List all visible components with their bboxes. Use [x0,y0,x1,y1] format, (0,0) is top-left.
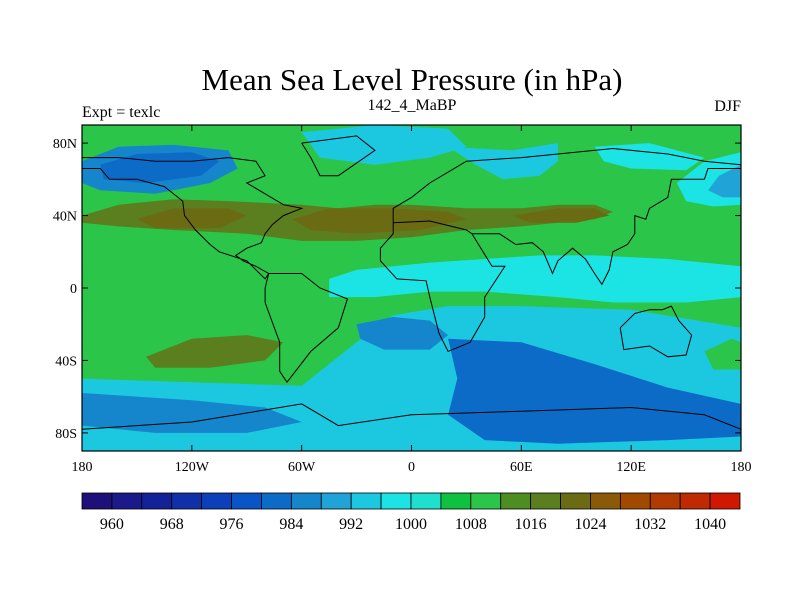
x-tick-label: 180 [72,460,93,475]
colorbar-box [350,492,382,510]
colorbar-box [171,492,203,510]
field-region-north-atlantic-low [301,125,467,165]
colorbar-label: 960 [100,516,124,533]
colorbar-label: 976 [220,516,244,533]
x-tick-label: 60W [288,460,316,475]
y-tick-label: 40S [55,354,77,369]
colorbar-label: 1032 [634,516,666,533]
x-tick-label: 60E [510,460,533,475]
coastline-north-america [82,157,304,280]
colorbar-box [560,492,591,510]
colorbar-label: 984 [279,516,303,533]
colorbar: 960 968 976 984 992 1000 1008 1016 1024 1032 1040 [81,492,741,533]
field-region-asia-high-core [512,208,610,223]
colorbar-box [590,492,621,510]
coastline-antarctica [82,403,741,430]
colorbar-box [679,492,711,510]
colorbar-label: 1016 [515,516,547,533]
y-tick-label: 40N [53,210,77,225]
center-subtitle: 142_4_MaBP [368,97,457,114]
colorbar-label: 1040 [694,516,726,533]
field-region-east-pacific-low-core [708,164,741,198]
colorbar-box [380,492,412,510]
field-region-southern-ocean-low [82,393,302,433]
colorbar-box [231,492,262,510]
colorbar-box [320,492,352,510]
chart-title: Mean Sea Level Pressure (in hPa) [202,62,623,97]
coastlines [82,135,741,430]
coastline-europe-africa [379,220,506,353]
left-subtitle: Expt = texlc [82,104,160,121]
colorbar-box [440,492,472,510]
colorbar-box [500,492,532,510]
field-region-atlantic-asia-high-core [292,208,467,234]
colorbar-box [141,492,173,510]
colorbar-box [290,492,322,510]
colorbar-box [111,492,143,510]
coastline-south-america [264,273,349,384]
field-region-arctic-cyan [448,143,558,180]
x-tick-label: 180 [731,460,752,475]
field-region-antarctic-low-indian [448,338,741,444]
colorbar-label: 1000 [395,516,427,533]
colorbar-box [649,492,681,510]
colorbar-box [709,492,741,510]
field-region-pacific-high-core [136,208,247,229]
y-tick-label: 80S [55,427,77,442]
field-region-africa-s-low [356,317,449,350]
x-tick-label: 120W [175,460,210,475]
colorbar-box [261,492,292,510]
field-region-south-pacific-high [146,335,284,368]
field-region-tropics-cyan-africa [329,255,741,303]
x-tick-label: 120E [616,460,646,475]
colorbar-label: 1024 [574,516,606,533]
pressure-field [82,125,741,451]
colorbar-box [201,492,232,510]
colorbar-label: 1008 [455,516,487,533]
x-tick-label: 0 [408,460,415,475]
axes: 180 120W 60W 0 60E 120E 180 80N 40N 0 40S 80S [53,125,752,475]
y-tick-label: 80N [53,137,77,152]
coastline-australia [619,305,693,358]
colorbar-box [619,492,651,510]
right-subtitle: DJF [714,98,741,115]
colorbar-label: 992 [339,516,363,533]
coastline-greenland [301,135,376,177]
field-region-north-pacific-low-core [100,152,220,183]
coastline-eurasia-north [392,147,741,223]
colorbar-box [470,492,502,510]
coastline-asia-south [471,168,741,286]
colorbar-box [81,492,113,510]
colorbar-box [530,492,561,510]
colorbar-box [410,492,442,510]
y-tick-label: 0 [70,282,77,297]
colorbar-label: 968 [160,516,184,533]
field-region-south-indian-high-edge [704,338,741,370]
